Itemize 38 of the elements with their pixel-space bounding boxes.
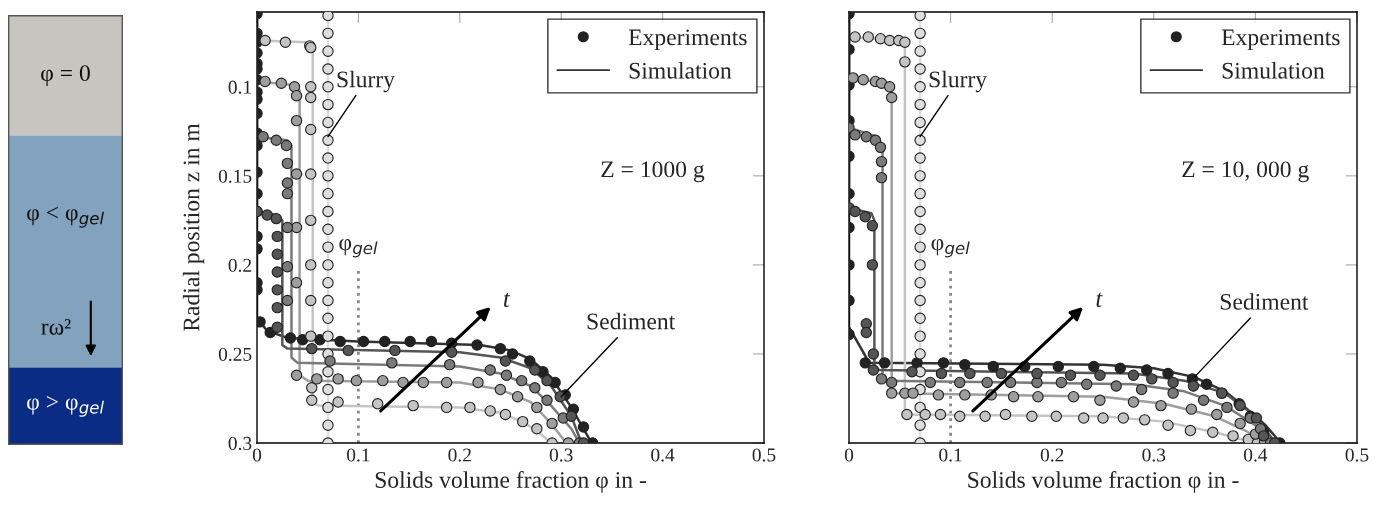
x-tick-label: 0.4 — [1243, 448, 1268, 462]
annotation: Sediment — [1220, 293, 1309, 310]
x-axis-title: Solids volume fraction φ in - — [968, 471, 1239, 493]
legend-label: Experiments — [628, 29, 747, 51]
x-tick-label: 0 — [252, 448, 262, 462]
x-axis-title: Solids volume fraction φ in - — [375, 471, 646, 493]
annotation: Z = 10, 000 g — [1182, 161, 1309, 183]
y-axis-title: Radial position z in m — [182, 123, 205, 332]
legend-label: Experiments — [1221, 29, 1340, 51]
x-tick-label: 0.2 — [1040, 448, 1064, 462]
text: φ < φ$_{gel}$ — [27, 206, 104, 228]
x-tick-label: 0.4 — [651, 448, 675, 462]
annotation: t — [1096, 292, 1103, 308]
y-tick-label: 0.15 — [218, 169, 252, 183]
x-tick-label: 0.3 — [549, 448, 573, 462]
legend-label: Simulation — [629, 62, 732, 79]
x-tick-label: 0.1 — [346, 448, 370, 462]
annotation: Slurry — [929, 70, 988, 93]
ref-line-label: φ$_{gel}$ — [339, 239, 378, 258]
ref-line-label: φ$_{gel}$ — [931, 239, 970, 258]
y-tick-label: 0.1 — [228, 80, 251, 94]
x-tick-label: 0.5 — [1345, 448, 1369, 462]
y-tick-label: 0.25 — [218, 347, 252, 361]
annotation: Slurry — [337, 70, 395, 93]
x-tick-label: 0.5 — [752, 448, 776, 462]
legend-label: Simulation — [1222, 62, 1325, 79]
annotation: Z = 1000 g — [601, 161, 705, 183]
x-tick-label: 0 — [844, 448, 854, 462]
annotation: Sediment — [587, 312, 676, 330]
annotation: t — [503, 292, 511, 308]
y-tick-label: 0.2 — [228, 258, 252, 272]
x-tick-label: 0.3 — [1142, 448, 1166, 462]
x-tick-label: 0.2 — [448, 448, 471, 462]
text: φ = 0 — [41, 65, 90, 86]
text: rω² — [41, 319, 71, 335]
text: φ > φ$_{gel}$ — [27, 395, 104, 417]
x-tick-label: 0.1 — [939, 448, 962, 462]
y-tick-label: 0.3 — [228, 436, 252, 451]
